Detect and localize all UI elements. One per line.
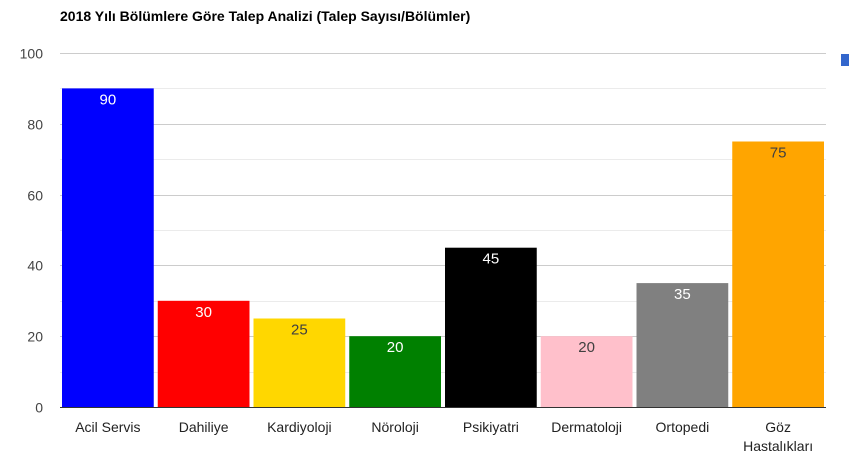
x-tick-label: Psikiyatri bbox=[463, 419, 519, 435]
data-label: 45 bbox=[483, 251, 500, 268]
y-tick-label: 20 bbox=[27, 329, 43, 345]
bar bbox=[540, 336, 633, 407]
y-tick-label: 80 bbox=[27, 117, 43, 133]
data-label: 20 bbox=[387, 339, 404, 356]
bar bbox=[732, 141, 824, 407]
bar bbox=[445, 247, 537, 407]
data-label: 25 bbox=[291, 322, 308, 339]
x-tick-label: Göz Hastalıkları bbox=[743, 419, 813, 454]
legend-swatch bbox=[841, 54, 849, 66]
bar bbox=[157, 300, 250, 407]
bar bbox=[636, 283, 729, 407]
data-label: 90 bbox=[100, 91, 117, 108]
data-label: 20 bbox=[578, 339, 595, 356]
bar bbox=[349, 336, 441, 407]
y-tick-label: 40 bbox=[27, 258, 43, 274]
y-tick-label: 0 bbox=[35, 400, 43, 416]
bar bbox=[253, 318, 346, 407]
y-tick-label: 60 bbox=[27, 188, 43, 204]
bar bbox=[62, 88, 154, 408]
data-label: 35 bbox=[674, 286, 691, 303]
chart-title: 2018 Yılı Bölümlere Göre Talep Analizi (… bbox=[60, 8, 471, 24]
x-tick-label: Dahiliye bbox=[179, 419, 229, 435]
x-tick-label: Ortopedi bbox=[656, 419, 710, 435]
data-label: 75 bbox=[770, 145, 787, 162]
data-label: 30 bbox=[195, 304, 212, 321]
y-tick-label: 100 bbox=[20, 46, 44, 62]
x-tick-label: Acil Servis bbox=[75, 419, 140, 435]
x-tick-label: Dermatoloji bbox=[551, 419, 622, 435]
x-tick-label: Nöroloji bbox=[371, 419, 418, 435]
x-tick-label: Kardiyoloji bbox=[267, 419, 332, 435]
